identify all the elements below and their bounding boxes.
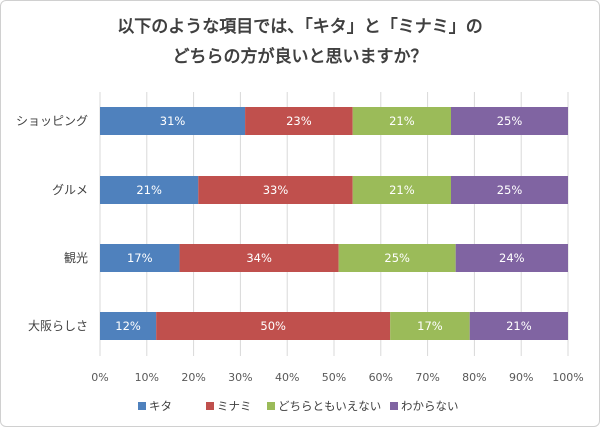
bar-segment bbox=[179, 244, 339, 272]
x-tick-label: 0% bbox=[91, 371, 108, 384]
category-label: 大阪らしさ bbox=[28, 319, 88, 333]
data-label: 21% bbox=[389, 183, 415, 197]
data-label: 23% bbox=[286, 114, 312, 128]
data-label: 17% bbox=[127, 251, 153, 265]
data-label: 50% bbox=[260, 319, 286, 333]
bar-segment bbox=[245, 107, 353, 135]
legend-label: わからない bbox=[401, 399, 459, 413]
bar-segment bbox=[451, 107, 568, 135]
x-tick-label: 60% bbox=[369, 371, 393, 384]
bar-segment bbox=[455, 244, 568, 272]
x-tick-label: 40% bbox=[275, 371, 299, 384]
bar-segment bbox=[338, 244, 456, 272]
x-tick-label: 90% bbox=[509, 371, 533, 384]
legend-swatch bbox=[390, 402, 398, 410]
chart-title-line-1: 以下のような項目では、「キタ」と「ミナミ」の bbox=[117, 17, 483, 37]
data-label: 31% bbox=[160, 114, 186, 128]
x-tick-label: 70% bbox=[415, 371, 439, 384]
category-label: ショッピング bbox=[16, 114, 88, 128]
data-label: 34% bbox=[246, 251, 272, 265]
bar-segment bbox=[100, 107, 246, 135]
bar-segment bbox=[100, 176, 199, 204]
bar-segment bbox=[451, 176, 568, 204]
bar-segment bbox=[352, 107, 451, 135]
bar-segment bbox=[100, 312, 157, 340]
data-label: 21% bbox=[506, 319, 532, 333]
x-tick-label: 80% bbox=[462, 371, 486, 384]
x-tick-label: 30% bbox=[228, 371, 252, 384]
x-tick-label: 20% bbox=[181, 371, 205, 384]
bar-segment bbox=[156, 312, 391, 340]
bar-segment bbox=[352, 176, 451, 204]
data-label: 25% bbox=[497, 183, 523, 197]
legend-swatch bbox=[138, 402, 146, 410]
legend-label: ミナミ bbox=[217, 399, 252, 413]
chart-title-line-2: どちらの方が良いと思いますか？ bbox=[172, 47, 428, 67]
bar-segment bbox=[100, 244, 180, 272]
data-label: 17% bbox=[417, 319, 443, 333]
x-tick-label: 10% bbox=[135, 371, 159, 384]
legend-label: キタ bbox=[149, 399, 172, 413]
data-label: 25% bbox=[384, 251, 410, 265]
data-label: 25% bbox=[497, 114, 523, 128]
data-label: 12% bbox=[115, 319, 141, 333]
bar-segment bbox=[469, 312, 568, 340]
data-label: 33% bbox=[263, 183, 289, 197]
data-label: 24% bbox=[499, 251, 525, 265]
legend-label: どちらともいえない bbox=[278, 399, 381, 413]
x-tick-label: 100% bbox=[552, 371, 583, 384]
legend-swatch bbox=[267, 402, 275, 410]
data-label: 21% bbox=[389, 114, 415, 128]
x-tick-label: 50% bbox=[322, 371, 346, 384]
legend-swatch bbox=[206, 402, 214, 410]
bar-segment bbox=[390, 312, 470, 340]
category-label: 観光 bbox=[64, 251, 88, 265]
bar-segment bbox=[198, 176, 353, 204]
data-label: 21% bbox=[136, 183, 162, 197]
category-label: グルメ bbox=[52, 183, 88, 197]
